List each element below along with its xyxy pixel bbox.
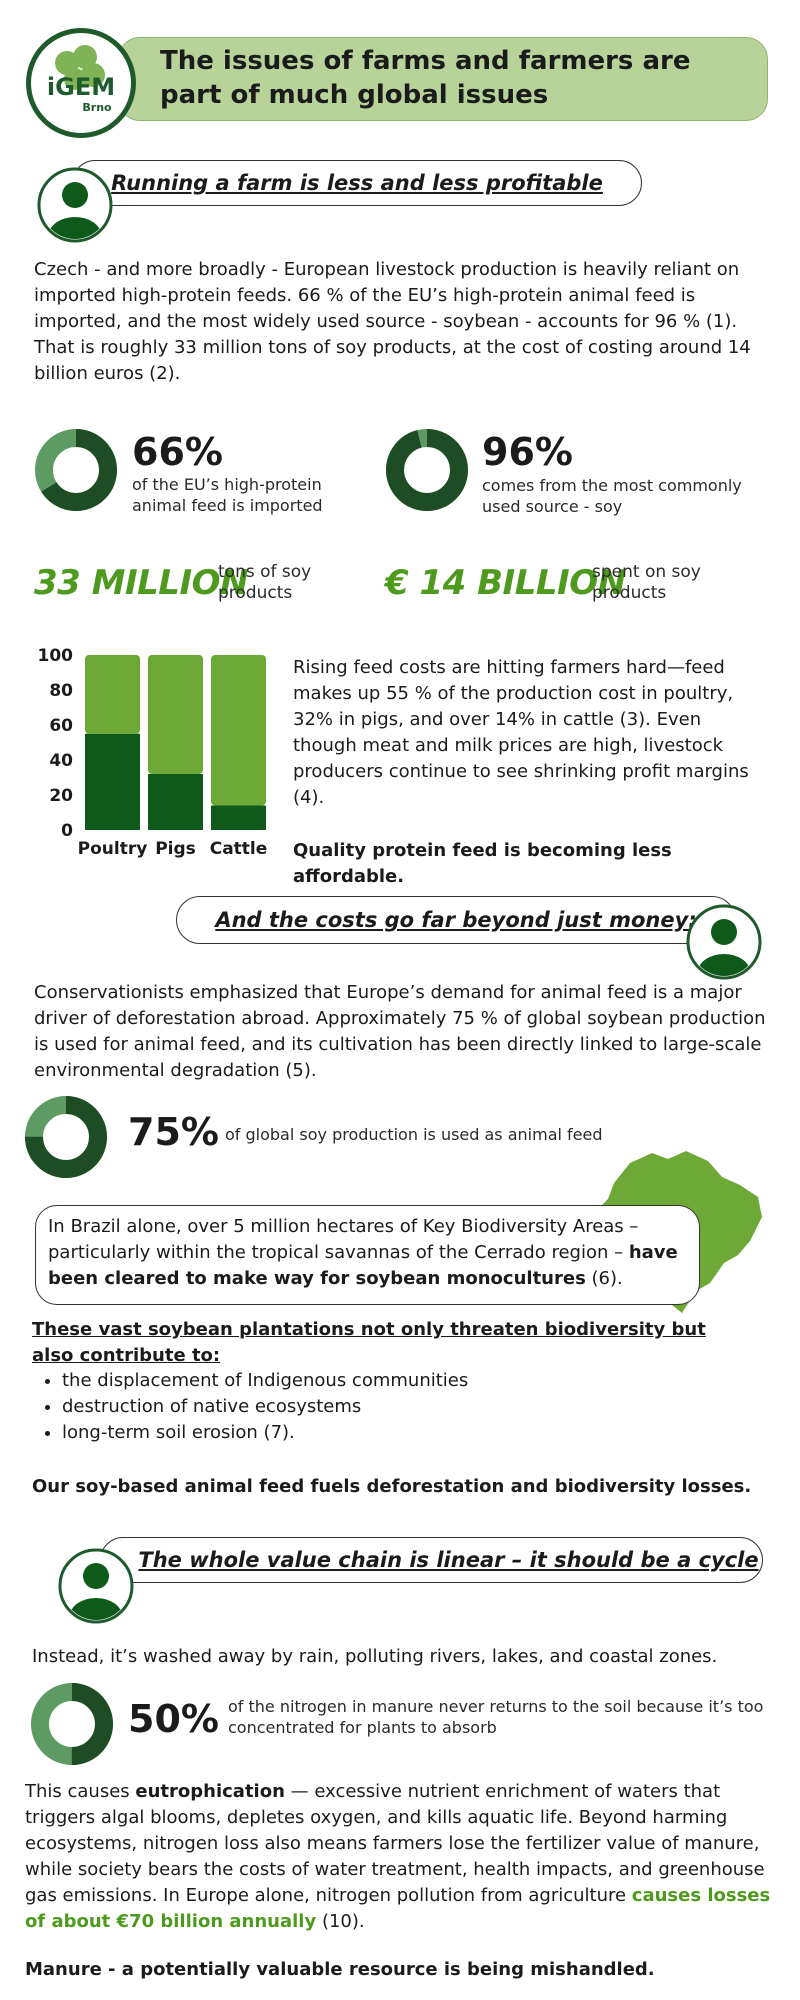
feed-cost-paragraph: Rising feed costs are hitting farmers ha… — [293, 657, 749, 808]
farmer-avatar-icon — [37, 167, 113, 243]
stat-96-label: comes from the most commonly used source… — [482, 476, 742, 516]
callout-text-bold: have been cleared to make way for soybea… — [48, 1242, 678, 1289]
stat-33-million-value: 33 MILLION — [34, 563, 248, 603]
section3-conclusion: Manure - a potentially valuable resource… — [25, 1959, 655, 1980]
bar-segment — [211, 655, 266, 806]
donut-50-arc — [31, 1683, 113, 1765]
x-tick-label: Poultry — [78, 839, 148, 859]
para-text: — excessive nutrient enrichment of water… — [25, 1781, 765, 1906]
list-heading: These vast soybean plantations not only … — [32, 1319, 706, 1366]
list-item: destruction of native ecosystems — [62, 1394, 752, 1420]
bar-segment — [85, 655, 140, 734]
page-title: The issues of farms and farmers are part… — [160, 46, 691, 110]
bar-segment — [85, 733, 140, 830]
bar-segment — [211, 805, 266, 830]
donut-96-chart — [386, 429, 468, 511]
brazil-callout-box: In Brazil alone, over 5 million hectares… — [35, 1205, 700, 1305]
donut-75-arc — [25, 1096, 107, 1178]
y-tick-label: 60 — [49, 716, 73, 736]
para-text: (10). — [316, 1911, 365, 1932]
y-tick-label: 20 — [49, 786, 73, 806]
stat-50-label: of the nitrogen in manure never returns … — [228, 1697, 764, 1737]
stat-75-label: of global soy production is used as anim… — [225, 1125, 603, 1144]
para-text: This causes — [25, 1781, 136, 1802]
y-tick-label: 0 — [61, 821, 73, 841]
impact-list: the displacement of Indigenous communiti… — [32, 1368, 752, 1446]
callout-text-lead: In Brazil alone, over 5 million hectares… — [48, 1216, 639, 1263]
list-item: long-term soil erosion (7). — [62, 1420, 752, 1446]
donut-96-arc — [386, 429, 468, 511]
stat-66-label: of the EU’s high-protein animal feed is … — [132, 475, 323, 515]
section-title-value-chain: The whole value chain is linear – it sho… — [100, 1537, 763, 1583]
stat-33-million-label: tons of soy products — [218, 562, 312, 603]
stat-96-value: 96% — [482, 430, 573, 474]
highlight-losses: causes losses of about €70 billion annua… — [25, 1885, 771, 1932]
intro-paragraph-1: Czech - and more broadly - European live… — [34, 259, 751, 384]
stat-75-value: 75% — [128, 1110, 219, 1154]
callout-text-tail: (6). — [585, 1268, 623, 1289]
header-banner — [118, 37, 768, 121]
stat-14-billion-label: spent on soy products — [592, 562, 701, 603]
logo-text: iGEM — [47, 73, 115, 101]
y-tick-label: 80 — [49, 681, 73, 701]
donut-50-chart — [31, 1683, 113, 1765]
intro-paragraph-3: Instead, it’s washed away by rain, pollu… — [32, 1646, 718, 1667]
donut-66-arc — [35, 429, 117, 511]
y-tick-label: 40 — [49, 751, 73, 771]
donut-75-chart — [25, 1096, 107, 1178]
bar-segment — [148, 774, 203, 830]
feed-cost-bar-chart: 0 20 40 60 80 100 Poultry Pigs Cattle — [38, 646, 268, 859]
section-title-costs: And the costs go far beyond just money: — [176, 896, 736, 944]
bar-segment — [148, 655, 203, 774]
y-tick-label: 100 — [38, 646, 74, 666]
eutrophication-paragraph: This causes eutrophication — excessive n… — [25, 1779, 777, 1935]
section-title-text: Running a farm is less and less profitab… — [111, 171, 603, 195]
x-tick-label: Pigs — [155, 839, 196, 859]
section-title-text: And the costs go far beyond just money: — [215, 908, 697, 932]
igem-logo: iGEM Brno — [26, 28, 136, 138]
x-tick-label: Cattle — [210, 839, 268, 859]
logo-subtext: Brno — [82, 101, 112, 114]
stat-50-value: 50% — [128, 1697, 219, 1741]
farmer-avatar-icon — [58, 1548, 134, 1624]
clover-icon: iGEM Brno — [47, 45, 115, 114]
donut-66-chart — [35, 429, 117, 511]
section1-conclusion: Quality protein feed is becoming less af… — [293, 840, 672, 887]
farmer-avatar-icon — [686, 904, 762, 980]
section2-conclusion: Our soy-based animal feed fuels deforest… — [32, 1476, 752, 1497]
brazil-callout-text: In Brazil alone, over 5 million hectares… — [48, 1214, 687, 1292]
eutrophication-term: eutrophication — [135, 1781, 285, 1802]
intro-paragraph-2: Conservationists emphasized that Europe’… — [34, 982, 766, 1081]
section-title-text: The whole value chain is linear – it sho… — [138, 1548, 759, 1572]
stat-66-value: 66% — [132, 430, 223, 474]
stat-14-billion-value: € 14 BILLION — [385, 563, 626, 603]
list-item: the displacement of Indigenous communiti… — [62, 1368, 752, 1394]
section-title-profitability: Running a farm is less and less profitab… — [72, 160, 642, 206]
